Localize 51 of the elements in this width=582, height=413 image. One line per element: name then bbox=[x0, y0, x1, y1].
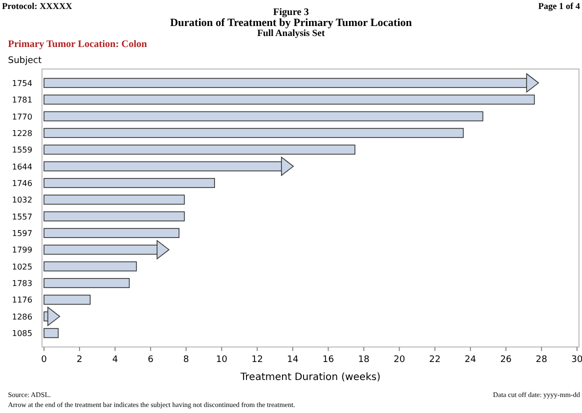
y-tick-label: 1781 bbox=[12, 96, 32, 105]
y-tick-label: 1597 bbox=[12, 229, 32, 238]
x-tick-label: 6 bbox=[148, 355, 154, 365]
y-tick-label: 1286 bbox=[12, 312, 32, 322]
text: Full Analysis Set bbox=[257, 29, 326, 39]
x-tick-label: 26 bbox=[500, 355, 512, 365]
x-tick-label: 16 bbox=[322, 355, 334, 365]
x-tick-label: 0 bbox=[41, 355, 48, 365]
y-tick-label: 1559 bbox=[12, 146, 32, 155]
x-tick-label: 18 bbox=[358, 355, 370, 365]
text: Protocol: XXXXX bbox=[2, 1, 73, 11]
bar bbox=[44, 228, 180, 238]
x-tick-label: 2 bbox=[76, 355, 82, 365]
x-tick-label: 10 bbox=[216, 355, 228, 365]
bar bbox=[44, 278, 130, 288]
y-tick-label: 1754 bbox=[12, 78, 32, 88]
x-tick-label: 22 bbox=[429, 355, 441, 365]
x-axis-title: Treatment Duration (weeks) bbox=[240, 372, 381, 383]
y-tick-label: 1176 bbox=[12, 296, 32, 305]
y-tick-label: 1228 bbox=[12, 128, 32, 138]
x-tick-label: 14 bbox=[287, 355, 299, 365]
y-tick-label: 1557 bbox=[12, 212, 32, 222]
x-tick-label: 12 bbox=[251, 355, 263, 365]
x-tick-label: 24 bbox=[464, 355, 476, 365]
x-tick-label: 4 bbox=[112, 355, 118, 365]
y-tick-label: 1783 bbox=[12, 279, 32, 288]
x-tick-label: 30 bbox=[571, 355, 582, 365]
y-tick-label: 1746 bbox=[12, 178, 32, 188]
y-tick-label: 1085 bbox=[12, 329, 32, 338]
x-tick-label: 8 bbox=[183, 355, 190, 365]
text: Primary Tumor Location: Colon bbox=[8, 39, 148, 50]
bar bbox=[44, 178, 215, 188]
x-tick-label: 28 bbox=[536, 355, 548, 365]
x-tick-label: 20 bbox=[394, 355, 406, 365]
bar bbox=[44, 144, 356, 155]
bar bbox=[44, 194, 185, 205]
bar bbox=[44, 294, 91, 305]
y-tick-label: 1025 bbox=[12, 262, 32, 272]
bar bbox=[44, 261, 137, 272]
y-tick-label: 1644 bbox=[12, 162, 32, 172]
chart-subtitle: Duration of Treatment by Primary Tumor Location bbox=[170, 17, 412, 29]
y-tick-label: 1799 bbox=[12, 246, 32, 255]
y-axis-title: Subject bbox=[8, 56, 42, 66]
chart-title: Figure 3 bbox=[273, 7, 309, 18]
y-tick-label: 1770 bbox=[12, 112, 32, 122]
bar bbox=[44, 128, 464, 138]
text: Page 1 of 4 bbox=[538, 1, 580, 11]
bar bbox=[44, 211, 185, 222]
bar bbox=[44, 328, 59, 338]
bar bbox=[44, 111, 484, 122]
y-tick-label: 1032 bbox=[12, 196, 32, 205]
